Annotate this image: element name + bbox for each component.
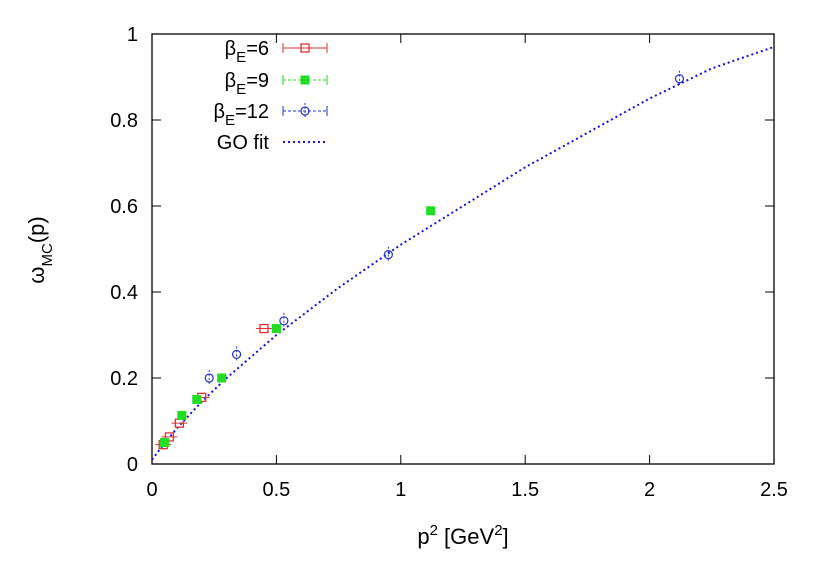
legend-label: βE=9 <box>225 70 269 98</box>
marker-square <box>164 432 175 442</box>
go-fit-curve <box>151 45 775 461</box>
marker-filled-square <box>271 324 281 334</box>
data-point-open-circle <box>204 370 214 386</box>
marker-circle <box>204 373 214 383</box>
x-tick-label: 0.5 <box>262 479 290 501</box>
data-point-open-circle <box>383 246 393 263</box>
marker-square <box>300 43 310 53</box>
legend-label-sub: E <box>225 112 235 129</box>
y-tick-label: 0.6 <box>110 196 138 218</box>
data-point-filled-square <box>159 438 169 447</box>
tick-group: 0 0.5 1 1.5 2 2.5 0 0.2 0.4 0.6 0.8 1 <box>110 24 788 501</box>
legend-label-base: β <box>225 70 237 92</box>
data-point-filled-square <box>192 395 202 404</box>
x-tick-label: 2 <box>644 479 655 501</box>
y-tick-label: 0.4 <box>110 282 138 304</box>
marker-circle <box>231 349 242 359</box>
data-point-open-circle <box>279 312 289 329</box>
x-tick-label: 1.5 <box>511 479 539 501</box>
legend-marker <box>300 75 310 85</box>
data-point-open-circle <box>674 70 685 87</box>
data-point-filled-square <box>271 324 281 334</box>
legend-label-base: GO fit <box>217 132 270 154</box>
data-point-filled-square <box>217 373 227 383</box>
y-tick-label: 1 <box>127 24 138 46</box>
marker-filled-square <box>300 75 310 85</box>
data-point-open-circle <box>231 346 242 363</box>
x-tick-label: 2.5 <box>760 479 788 501</box>
marker-circle <box>383 249 393 260</box>
legend-marker <box>297 43 313 53</box>
data-point-filled-square <box>426 206 436 216</box>
plot-frame <box>151 33 775 465</box>
legend-label-sub: E <box>236 81 246 98</box>
data-points-layer <box>155 70 685 450</box>
legend-label-sub: E <box>236 49 246 66</box>
marker-filled-square <box>217 373 227 383</box>
marker-filled-square <box>426 206 436 216</box>
x-axis-label: p2 [GeV2] <box>417 522 508 549</box>
x-tick-label: 0 <box>146 479 157 501</box>
y-tick-label: 0.8 <box>110 110 138 132</box>
y-tick-label: 0 <box>127 454 138 476</box>
legend-label-tail: =9 <box>246 70 269 92</box>
legend-label: βE=12 <box>214 101 269 129</box>
legend-marker <box>300 103 310 119</box>
marker-filled-square <box>177 410 187 420</box>
marker-circle <box>300 106 310 116</box>
marker-filled-square <box>159 438 169 447</box>
x-tick-label: 1 <box>395 479 406 501</box>
legend-label: βE=6 <box>225 38 269 66</box>
fit-curve-layer <box>151 45 775 461</box>
marker-square <box>259 323 269 334</box>
data-point-filled-square <box>177 410 187 420</box>
legend-label-base: β <box>214 101 226 123</box>
data-point-open-square <box>255 323 272 334</box>
marker-circle <box>279 316 289 326</box>
legend-label-tail: =12 <box>235 101 269 123</box>
marker-circle <box>674 74 685 84</box>
data-point-open-square <box>161 432 178 442</box>
legend-label-tail: =6 <box>246 38 269 60</box>
y-tick-label: 0.2 <box>110 368 138 390</box>
marker-filled-square <box>192 395 202 404</box>
legend-label: GO fit <box>217 132 270 154</box>
y-axis-label: ωMC(p) <box>24 216 56 283</box>
legend-label-base: β <box>225 38 237 60</box>
